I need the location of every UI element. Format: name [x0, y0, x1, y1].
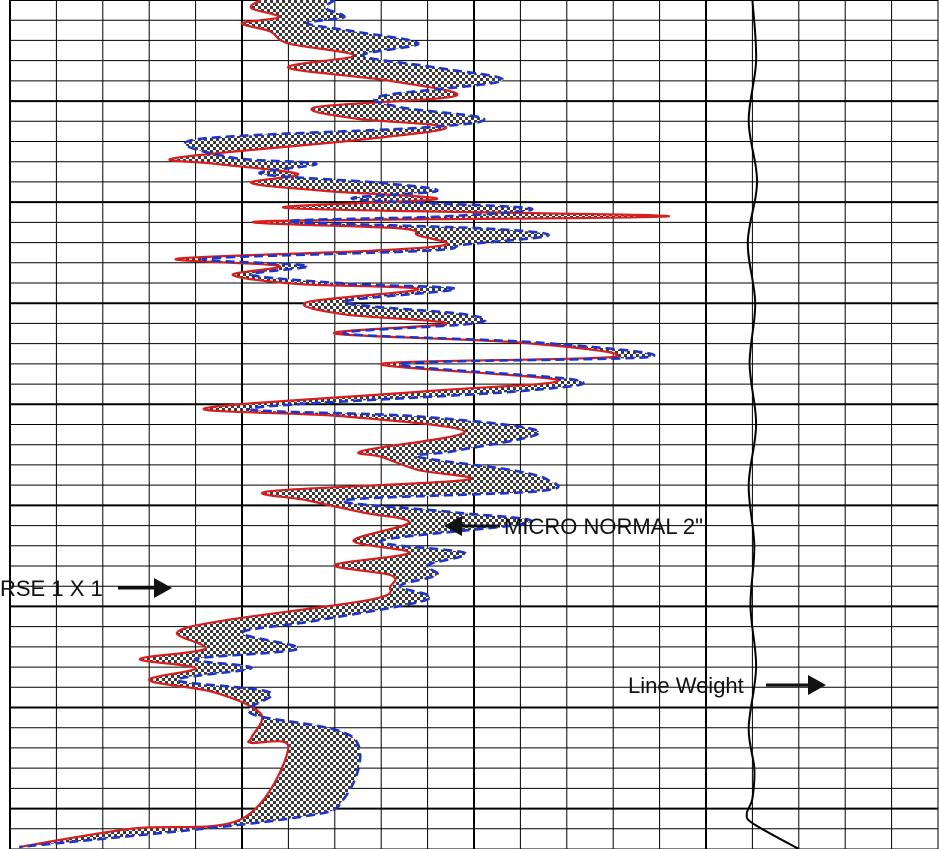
checker-fill-area: [19, 0, 669, 847]
series-lines: [19, 0, 800, 849]
annotations: MICRO NORMAL 2" RSE 1 X 1 Line Weight: [0, 514, 826, 698]
crossover-fill: [19, 0, 669, 847]
line-weight-callout: Line Weight: [628, 673, 826, 698]
micro-inverse-callout: RSE 1 X 1: [0, 576, 172, 601]
micro-inverse-arrowhead: [154, 578, 172, 598]
micro-normal-callout: MICRO NORMAL 2": [444, 514, 703, 539]
line-weight-label: Line Weight: [628, 673, 744, 698]
line-weight-arrowhead: [808, 675, 826, 695]
micro-normal-arrowhead: [444, 516, 462, 536]
series-line-micro-inverse: [19, 0, 671, 849]
micro-inverse-label: RSE 1 X 1: [0, 576, 103, 601]
series-line-line-weight: [745, 0, 800, 849]
micro-normal-label: MICRO NORMAL 2": [504, 514, 703, 539]
series-line-micro-normal: [19, 0, 656, 849]
